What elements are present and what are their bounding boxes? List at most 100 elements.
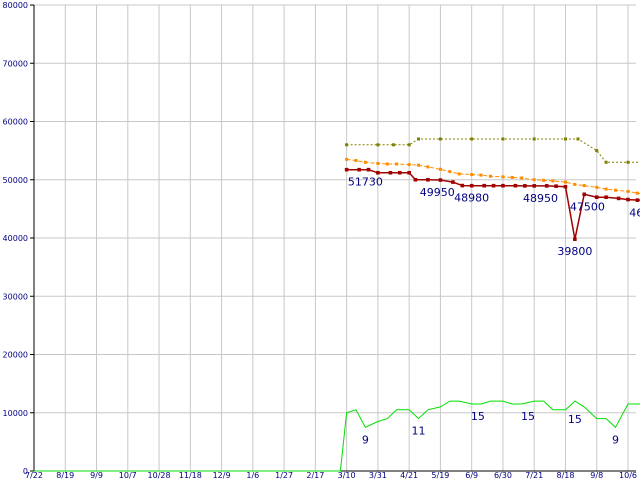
point-min <box>573 237 577 241</box>
point-average <box>354 159 358 163</box>
y-tick-label: 50000 <box>3 176 28 185</box>
point-average <box>479 173 483 177</box>
point-average <box>595 185 599 189</box>
data-label: 39800 <box>557 245 592 258</box>
point-average <box>345 157 349 161</box>
point-max <box>626 160 630 164</box>
data-label: 49950 <box>420 186 455 199</box>
y-tick-label: 40000 <box>3 234 28 243</box>
data-label: 9 <box>362 433 369 446</box>
x-tick-label: 7/22 <box>25 471 43 480</box>
point-min <box>532 184 537 188</box>
x-tick-label: 8/18 <box>556 471 574 480</box>
point-average <box>488 174 492 178</box>
point-max <box>407 143 411 147</box>
point-average <box>510 175 514 179</box>
point-max <box>470 137 474 141</box>
point-average <box>626 189 630 193</box>
point-average <box>542 178 546 182</box>
point-max <box>604 160 608 164</box>
point-min <box>438 178 443 182</box>
x-tick-label: 1/6 <box>246 471 259 480</box>
y-tick-label: 10000 <box>3 409 28 418</box>
point-min <box>426 177 430 182</box>
point-max <box>392 143 396 147</box>
point-min <box>594 195 599 200</box>
point-average <box>613 188 617 192</box>
point-min <box>563 184 568 189</box>
point-min <box>491 183 496 188</box>
point-max <box>563 137 567 141</box>
x-tick-label: 3/10 <box>338 471 356 480</box>
x-tick-label: 3/31 <box>369 471 387 480</box>
point-average <box>385 162 389 166</box>
point-average <box>532 178 536 182</box>
y-tick-label: 60000 <box>3 118 28 127</box>
y-tick-label: 20000 <box>3 351 28 360</box>
point-min <box>397 170 402 175</box>
point-min <box>407 170 411 175</box>
point-min <box>604 195 608 200</box>
point-min <box>388 170 393 175</box>
point-min <box>460 183 465 188</box>
point-min <box>357 167 361 172</box>
point-max <box>438 137 442 141</box>
x-tick-label: 9/8 <box>590 471 603 480</box>
point-average <box>448 170 452 174</box>
point-average <box>635 191 639 195</box>
point-average <box>470 173 474 177</box>
point-max <box>595 149 599 153</box>
point-min <box>554 184 558 188</box>
point-max <box>576 137 580 141</box>
point-min <box>523 184 527 188</box>
point-average <box>426 165 430 169</box>
x-tick-label: 8/19 <box>56 471 74 480</box>
series-line-average <box>346 158 640 195</box>
point-average <box>501 175 505 179</box>
point-min <box>376 170 380 175</box>
point-average <box>457 172 461 176</box>
point-min <box>344 167 349 172</box>
point-average <box>438 167 442 171</box>
point-min <box>451 180 455 184</box>
point-average <box>551 179 555 183</box>
point-average <box>573 182 577 186</box>
point-min <box>635 198 640 202</box>
y-tick-label: 80000 <box>3 1 28 10</box>
x-tick-label: 2/17 <box>306 471 324 480</box>
x-tick-label: 12/9 <box>213 471 231 480</box>
data-label: 15 <box>471 410 485 423</box>
data-label: 51730 <box>348 176 383 189</box>
data-label: 15 <box>568 413 582 426</box>
x-tick-label: 6/9 <box>465 471 478 480</box>
point-average <box>417 163 421 167</box>
data-label: 48980 <box>454 192 489 205</box>
point-average <box>363 160 367 164</box>
x-tick-label: 10/7 <box>119 471 137 480</box>
x-tick-label: 7/21 <box>525 471 543 480</box>
point-min <box>469 183 474 188</box>
series-line-count <box>34 400 640 472</box>
y-tick-label: 70000 <box>3 59 28 68</box>
point-average <box>604 187 608 191</box>
data-label: 48950 <box>523 192 558 205</box>
x-tick-label: 5/19 <box>431 471 449 480</box>
point-min <box>513 183 518 188</box>
y-tick-label: 0 <box>23 467 28 476</box>
point-average <box>407 163 411 167</box>
point-min <box>582 192 587 197</box>
data-label: 47500 <box>570 200 605 213</box>
grid-lines <box>33 4 636 472</box>
point-average <box>376 161 380 165</box>
data-label: 11 <box>412 425 426 438</box>
point-min <box>413 177 418 182</box>
axes: 0 10000 20000 30000 40000 50000 60000 70000 8000… <box>3 1 637 480</box>
y-tick-label: 30000 <box>3 292 28 301</box>
point-max <box>532 137 536 141</box>
series-lines <box>34 137 640 472</box>
point-min <box>482 183 486 188</box>
data-label: 46450 <box>629 206 640 219</box>
point-max <box>376 143 380 147</box>
